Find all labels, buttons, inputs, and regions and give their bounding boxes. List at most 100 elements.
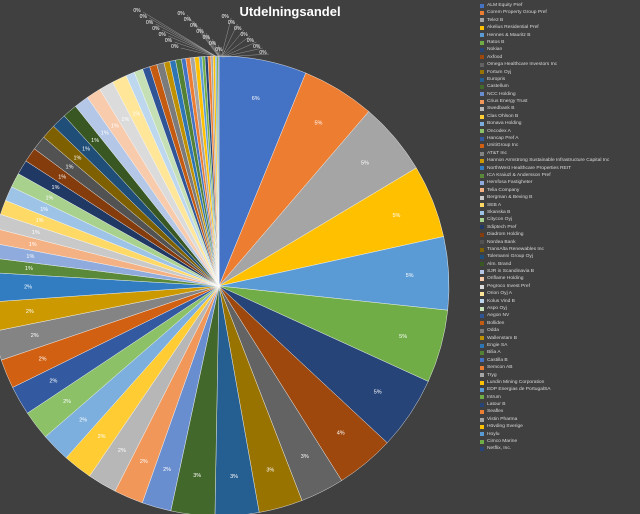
legend-item: ALM Equity Pref <box>480 2 638 9</box>
legend-label: Hoylu <box>487 431 500 437</box>
slice-data-label: 5% <box>392 213 400 219</box>
legend-label: SEB A <box>487 202 502 208</box>
legend-label: Bergman & Beving B <box>487 195 533 201</box>
slice-data-label: 5% <box>314 121 322 127</box>
slice-data-label: 1% <box>36 218 44 224</box>
slice-data-label: 2% <box>24 285 32 291</box>
legend-item: Semcon AB <box>480 364 638 371</box>
leader-line <box>142 11 218 58</box>
legend-swatch <box>480 77 484 82</box>
slice-data-label: 1% <box>101 131 109 137</box>
legend-label: Tryg <box>487 372 497 378</box>
leader-line <box>180 47 219 58</box>
legend-swatch <box>480 129 484 134</box>
legend-label: Aspo Oyj <box>487 306 507 312</box>
legend-swatch <box>480 439 484 444</box>
legend-item: ICA Kraiuzl & Andersson Pref <box>480 172 638 179</box>
leader-line <box>193 20 220 58</box>
legend-swatch <box>480 299 484 304</box>
legend-item: AT&T Inc <box>480 150 638 157</box>
legend-item: Axfood <box>480 54 638 61</box>
legend-label: Odda <box>487 328 499 334</box>
legend-label: Tolemanni Group Oyj <box>487 254 533 260</box>
legend-swatch <box>480 232 484 237</box>
leader-line <box>222 53 270 58</box>
legend-item: Alm. Brand <box>480 261 638 268</box>
small-slice-label: 0% <box>196 29 204 35</box>
legend-label: Skanska B <box>487 209 511 215</box>
legend-item: UnitiGroup Inc <box>480 142 638 149</box>
legend-label: Bolliden <box>487 320 505 326</box>
legend-label: Oncodex A <box>487 128 511 134</box>
small-slice-label: 0% <box>133 8 141 14</box>
small-slice-label: 0% <box>152 26 160 32</box>
leader-line <box>186 14 220 58</box>
legend-label: Hennes & Mauritz B <box>487 32 531 38</box>
leader-line <box>221 23 238 58</box>
slice-data-label: 3% <box>266 467 274 473</box>
legend-label: Castellum <box>487 84 509 90</box>
pie-slice-20 <box>0 285 220 361</box>
leader-line <box>168 35 219 58</box>
legend-item: Fortum Oyj <box>480 69 638 76</box>
legend-label: Hövding Sverige <box>487 424 523 430</box>
legend-item: Seaflex <box>480 408 638 415</box>
legend-swatch <box>480 70 484 75</box>
small-slice-label: 0% <box>215 47 223 53</box>
legend-item: Hoylu <box>480 431 638 438</box>
legend-label: Hemfosa Fastigheter <box>487 180 533 186</box>
legend-swatch <box>480 92 484 97</box>
chart-legend: ALM Equity Pref Corem Property Group Pref… <box>480 2 638 453</box>
legend-item: Corem Property Group Pref <box>480 9 638 16</box>
legend-item: Latour B <box>480 401 638 408</box>
slice-data-label: 3% <box>301 454 309 460</box>
legend-label: Vistin Pharma <box>487 416 518 422</box>
legend-swatch <box>480 247 484 252</box>
legend-swatch <box>480 314 484 319</box>
slice-data-label: 2% <box>39 356 47 362</box>
legend-label: ICA Kraiuzl & Andersson Pref <box>487 172 551 178</box>
slice-data-label: 1% <box>111 123 119 129</box>
small-slice-label: 0% <box>146 20 154 26</box>
legend-swatch <box>480 336 484 341</box>
slice-data-label: 2% <box>118 448 126 454</box>
leader-line <box>161 29 218 58</box>
small-slice-label: 0% <box>222 14 230 20</box>
legend-swatch <box>480 25 484 30</box>
legend-swatch <box>480 373 484 378</box>
slice-data-label: 1% <box>26 254 34 260</box>
legend-item: Netflix, Inc. <box>480 445 638 452</box>
legend-swatch <box>480 328 484 333</box>
legend-item: Bergman & Beving B <box>480 194 638 201</box>
legend-item: Omega Healthcare Investors Inc <box>480 61 638 68</box>
legend-swatch <box>480 144 484 149</box>
small-slice-label: 0% <box>140 14 148 20</box>
legend-label: Semcon AB <box>487 365 513 371</box>
legend-item: Wallenstam B <box>480 335 638 342</box>
legend-label: Hancap Pref A <box>487 136 519 142</box>
legend-label: Pegroco Invest Pref <box>487 283 530 289</box>
legend-swatch <box>480 48 484 53</box>
legend-item: Cimco Marine <box>480 438 638 445</box>
legend-item: NorthWest Healthcare Properties REIT <box>480 165 638 172</box>
legend-item: Skanska B <box>480 209 638 216</box>
slice-data-label: 5% <box>406 273 414 279</box>
legend-swatch <box>480 55 484 60</box>
slice-data-label: 1% <box>66 165 74 171</box>
legend-swatch <box>480 240 484 245</box>
legend-label: Latour B <box>487 402 506 408</box>
legend-label: Bonava Holding <box>487 121 522 127</box>
legend-label: Omega Healthcare Investors Inc <box>487 62 558 68</box>
slice-data-label: 1% <box>46 196 54 202</box>
legend-item: Oncodex A <box>480 128 638 135</box>
legend-item: Hennes & Mauritz B <box>480 32 638 39</box>
legend-item: Hancap Pref A <box>480 135 638 142</box>
legend-swatch <box>480 351 484 356</box>
legend-item: Aspo Oyj <box>480 305 638 312</box>
leader-line <box>174 41 219 58</box>
small-slice-label: 0% <box>159 32 167 38</box>
slice-data-label: 2% <box>49 379 57 385</box>
legend-swatch <box>480 277 484 282</box>
small-slice-label: 0% <box>247 38 255 44</box>
legend-swatch <box>480 114 484 119</box>
